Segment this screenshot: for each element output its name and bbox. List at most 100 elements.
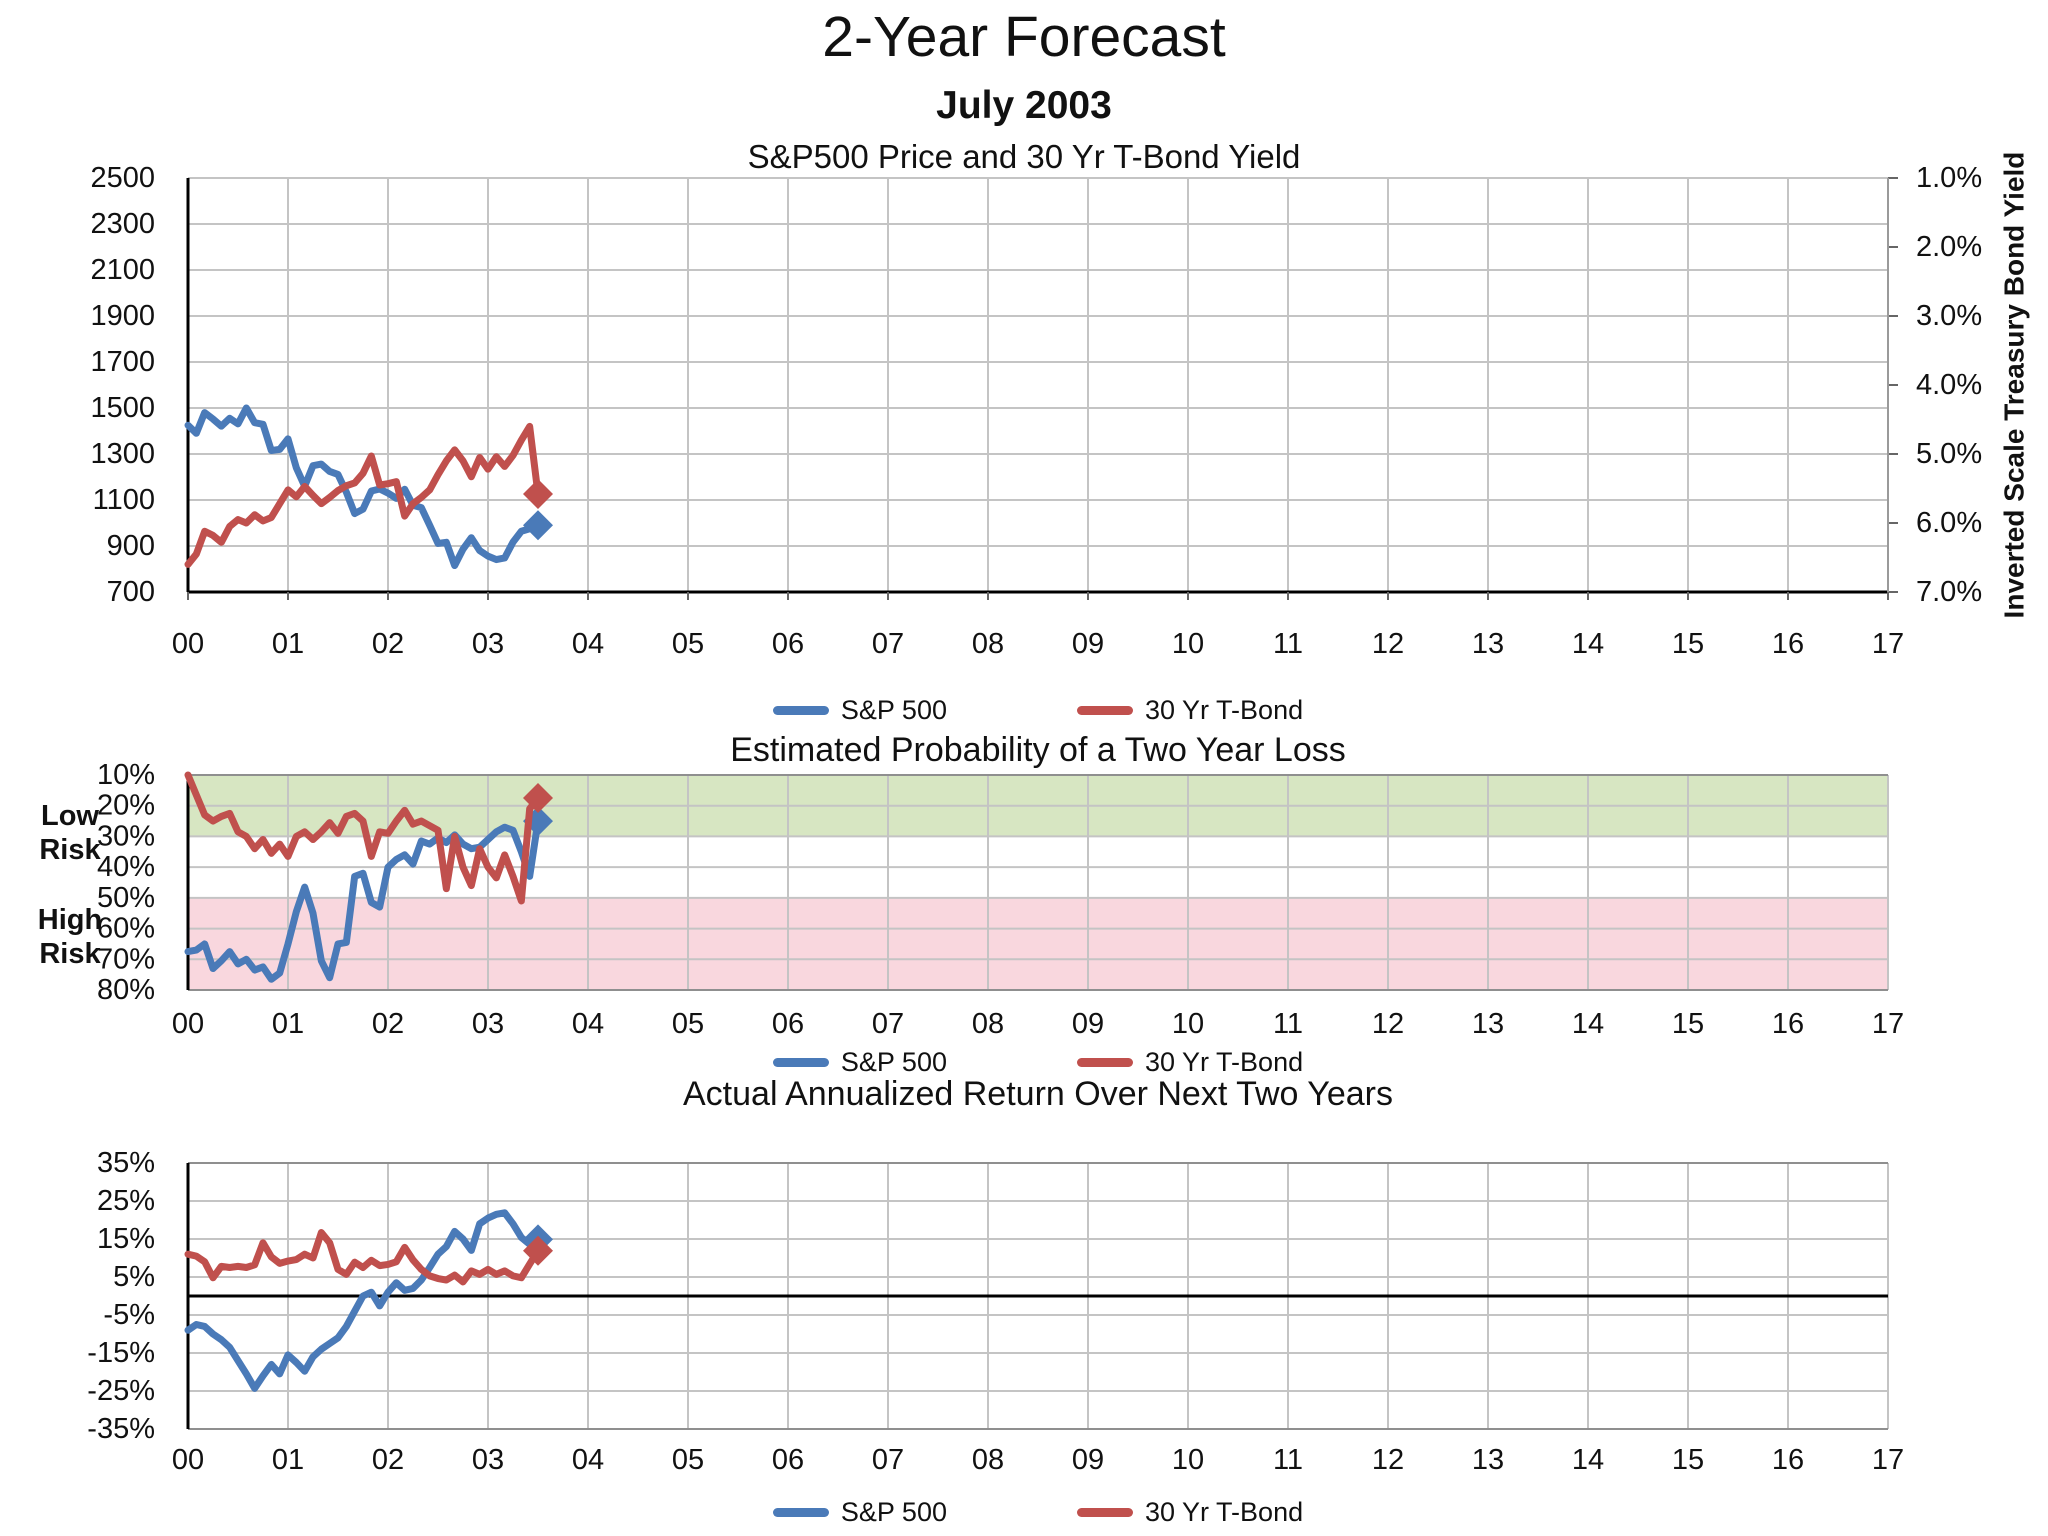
y-tick-label: 15% xyxy=(97,1223,155,1255)
page-subtitle: July 2003 xyxy=(936,84,1112,127)
legend-item-tbond: 30 Yr T-Bond xyxy=(1076,1496,1304,1528)
x-tick-label: 16 xyxy=(1772,628,1804,660)
legend-bottom-chart: S&P 500 30 Yr T-Bond xyxy=(188,1496,1888,1528)
x-tick-label: 12 xyxy=(1372,1444,1404,1476)
page-title: 2-Year Forecast xyxy=(822,5,1226,69)
y-tick-label: -5% xyxy=(103,1299,155,1331)
x-tick-label: 07 xyxy=(872,1444,904,1476)
legend-label-tbond: 30 Yr T-Bond xyxy=(1144,694,1304,725)
x-tick-label: 00 xyxy=(172,1444,204,1476)
y-right-tick-label: 1.0% xyxy=(1916,162,1982,194)
x-tick-label: 11 xyxy=(1273,628,1303,660)
x-tick-label: 03 xyxy=(472,1444,504,1476)
sp500-line-swatch xyxy=(772,1507,829,1517)
x-tick-label: 06 xyxy=(772,628,804,660)
sp500-end-diamond xyxy=(523,510,553,541)
y-left-tick-label: 900 xyxy=(107,530,155,562)
x-tick-label: 17 xyxy=(1872,1444,1904,1476)
tbond-end-diamond xyxy=(523,1235,553,1266)
x-tick-label: 15 xyxy=(1672,1008,1704,1040)
risk-band xyxy=(188,897,1888,990)
x-tick-label: 10 xyxy=(1172,1008,1204,1040)
tbond-line-swatch xyxy=(1076,1507,1133,1517)
x-tick-label: 03 xyxy=(472,1008,504,1040)
y-right-tick-label: 6.0% xyxy=(1916,507,1982,539)
chart2-title: Estimated Probability of a Two Year Loss xyxy=(730,731,1346,769)
legend-item-sp500: S&P 500 xyxy=(772,1046,947,1078)
x-tick-label: 12 xyxy=(1372,628,1404,660)
high-risk-label: High Risk xyxy=(5,903,135,971)
y-left-tick-label: 1100 xyxy=(93,484,155,516)
x-tick-label: 13 xyxy=(1472,628,1504,660)
x-tick-label: 08 xyxy=(972,628,1004,660)
x-tick-label: 09 xyxy=(1072,1444,1104,1476)
legend-item-tbond: 30 Yr T-Bond xyxy=(1076,694,1304,726)
x-tick-label: 11 xyxy=(1273,1008,1303,1040)
y-left-tick-label: 2500 xyxy=(90,162,155,194)
sp500-line xyxy=(184,1209,542,1392)
x-tick-label: 06 xyxy=(772,1008,804,1040)
right-axis-title: Inverted Scale Treasury Bond Yield xyxy=(1999,152,2030,619)
legend-label-tbond: 30 Yr T-Bond xyxy=(1144,1496,1304,1527)
x-tick-label: 01 xyxy=(272,1008,304,1040)
x-tick-label: 14 xyxy=(1572,1444,1604,1476)
tbond-line xyxy=(184,422,542,568)
y-tick-label: 5% xyxy=(113,1261,155,1293)
y-tick-label: 50% xyxy=(97,882,155,914)
y-tick-label: 25% xyxy=(97,1185,155,1217)
legend-item-sp500: S&P 500 xyxy=(772,1496,947,1528)
x-tick-label: 14 xyxy=(1572,1008,1604,1040)
x-tick-label: 02 xyxy=(372,1444,404,1476)
y-left-tick-label: 1900 xyxy=(90,300,155,332)
y-tick-label: 70% xyxy=(97,943,155,975)
y-left-tick-label: 2300 xyxy=(90,208,155,240)
y-right-tick-label: 5.0% xyxy=(1916,438,1982,470)
tbond-line xyxy=(184,1229,542,1286)
tbond-end-diamond xyxy=(523,783,553,814)
tbond-line-swatch xyxy=(1076,1057,1133,1067)
x-tick-label: 01 xyxy=(272,628,304,660)
x-tick-label: 00 xyxy=(172,1008,204,1040)
x-tick-label: 17 xyxy=(1872,1008,1904,1040)
y-left-tick-label: 1300 xyxy=(90,438,155,470)
x-tick-label: 06 xyxy=(772,1444,804,1476)
high-risk-line2: Risk xyxy=(39,938,101,970)
x-tick-label: 15 xyxy=(1672,628,1704,660)
y-right-tick-label: 4.0% xyxy=(1916,369,1982,401)
x-tick-label: 17 xyxy=(1872,628,1904,660)
y-tick-label: 40% xyxy=(97,851,155,883)
x-tick-label: 08 xyxy=(972,1008,1004,1040)
x-tick-label: 09 xyxy=(1072,1008,1104,1040)
y-right-tick-label: 7.0% xyxy=(1916,576,1982,608)
x-tick-label: 13 xyxy=(1472,1444,1504,1476)
x-tick-label: 05 xyxy=(672,628,704,660)
legend-label-sp500: S&P 500 xyxy=(840,1046,947,1077)
y-left-tick-label: 700 xyxy=(107,576,155,608)
tbond-line-swatch xyxy=(1076,705,1133,715)
x-tick-label: 16 xyxy=(1772,1008,1804,1040)
sp500-line-swatch xyxy=(772,705,829,715)
y-right-tick-label: 2.0% xyxy=(1916,231,1982,263)
x-tick-label: 04 xyxy=(572,1008,604,1040)
x-tick-label: 07 xyxy=(872,628,904,660)
x-tick-label: 03 xyxy=(472,628,504,660)
x-tick-label: 13 xyxy=(1472,1008,1504,1040)
x-tick-label: 05 xyxy=(672,1008,704,1040)
x-tick-label: 11 xyxy=(1273,1444,1303,1476)
legend-middle-chart: S&P 500 30 Yr T-Bond xyxy=(188,1046,1888,1078)
x-tick-label: 04 xyxy=(572,1444,604,1476)
x-tick-label: 09 xyxy=(1072,628,1104,660)
x-tick-label: 10 xyxy=(1172,1444,1204,1476)
x-tick-label: 14 xyxy=(1572,628,1604,660)
x-tick-label: 00 xyxy=(172,628,204,660)
x-tick-label: 16 xyxy=(1772,1444,1804,1476)
legend-label-sp500: S&P 500 xyxy=(840,694,947,725)
y-tick-label: 35% xyxy=(97,1147,155,1179)
legend-item-tbond: 30 Yr T-Bond xyxy=(1076,1047,1303,1078)
x-tick-label: 07 xyxy=(872,1008,904,1040)
y-tick-label: -15% xyxy=(87,1337,155,1369)
x-tick-label: 01 xyxy=(272,1444,304,1476)
legend-label-sp500: S&P 500 xyxy=(840,1496,947,1527)
legend-top-chart: S&P 500 30 Yr T-Bond xyxy=(188,694,1888,726)
